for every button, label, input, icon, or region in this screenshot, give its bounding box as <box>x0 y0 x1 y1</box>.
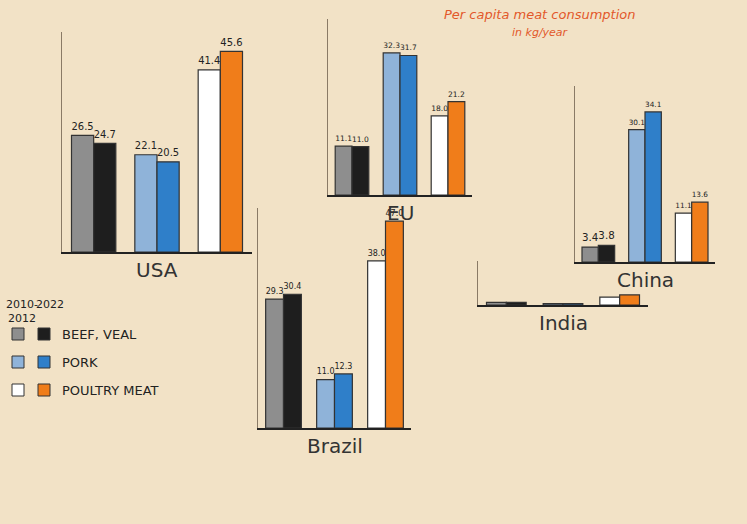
svg-text:3.4: 3.4 <box>582 231 598 243</box>
svg-text:20.5: 20.5 <box>157 147 179 158</box>
svg-text:18.0: 18.0 <box>431 104 448 113</box>
svg-text:38.0: 38.0 <box>368 249 386 258</box>
svg-text:in kg/year: in kg/year <box>512 26 569 39</box>
svg-text:26.5: 26.5 <box>72 121 94 132</box>
svg-text:22.1: 22.1 <box>135 140 157 151</box>
svg-text:47.0: 47.0 <box>386 209 404 218</box>
svg-text:Per capita meat consumption: Per capita meat consumption <box>444 7 636 22</box>
svg-text:USA: USA <box>136 258 178 282</box>
svg-text:24.7: 24.7 <box>94 129 116 140</box>
svg-text:11.1: 11.1 <box>335 134 352 143</box>
svg-text:BEEF, VEAL: BEEF, VEAL <box>62 327 137 342</box>
svg-text:2010-2012: 2010-2012 <box>6 298 38 325</box>
svg-text:30.4: 30.4 <box>284 282 302 291</box>
svg-text:EU: EU <box>387 201 414 225</box>
svg-text:29.3: 29.3 <box>266 287 284 296</box>
svg-text:2022: 2022 <box>36 298 64 311</box>
svg-text:11.0: 11.0 <box>317 367 335 376</box>
svg-text:PORK: PORK <box>62 355 98 370</box>
svg-text:34.1: 34.1 <box>645 100 661 109</box>
svg-text:POULTRY MEAT: POULTRY MEAT <box>62 383 159 398</box>
svg-text:13.6: 13.6 <box>692 190 709 199</box>
svg-text:India: India <box>539 311 588 335</box>
svg-text:Brazil: Brazil <box>307 434 363 458</box>
svg-text:11.0: 11.0 <box>352 135 369 144</box>
svg-text:41.4: 41.4 <box>198 55 220 66</box>
svg-text:45.6: 45.6 <box>220 37 242 48</box>
svg-text:30.1: 30.1 <box>629 118 645 127</box>
svg-text:32.3: 32.3 <box>383 41 400 50</box>
svg-text:11.1: 11.1 <box>675 201 691 210</box>
svg-text:12.3: 12.3 <box>335 362 353 371</box>
svg-text:21.2: 21.2 <box>448 90 465 99</box>
svg-text:3.8: 3.8 <box>598 229 614 241</box>
svg-text:31.7: 31.7 <box>400 43 417 52</box>
svg-text:China: China <box>617 268 674 292</box>
